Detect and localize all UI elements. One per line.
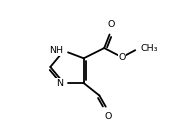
Text: N: N: [56, 79, 63, 88]
Text: O: O: [108, 20, 115, 29]
Text: CH₃: CH₃: [140, 44, 158, 52]
Text: O: O: [118, 53, 126, 62]
Text: NH: NH: [49, 46, 63, 55]
Text: O: O: [104, 112, 112, 121]
